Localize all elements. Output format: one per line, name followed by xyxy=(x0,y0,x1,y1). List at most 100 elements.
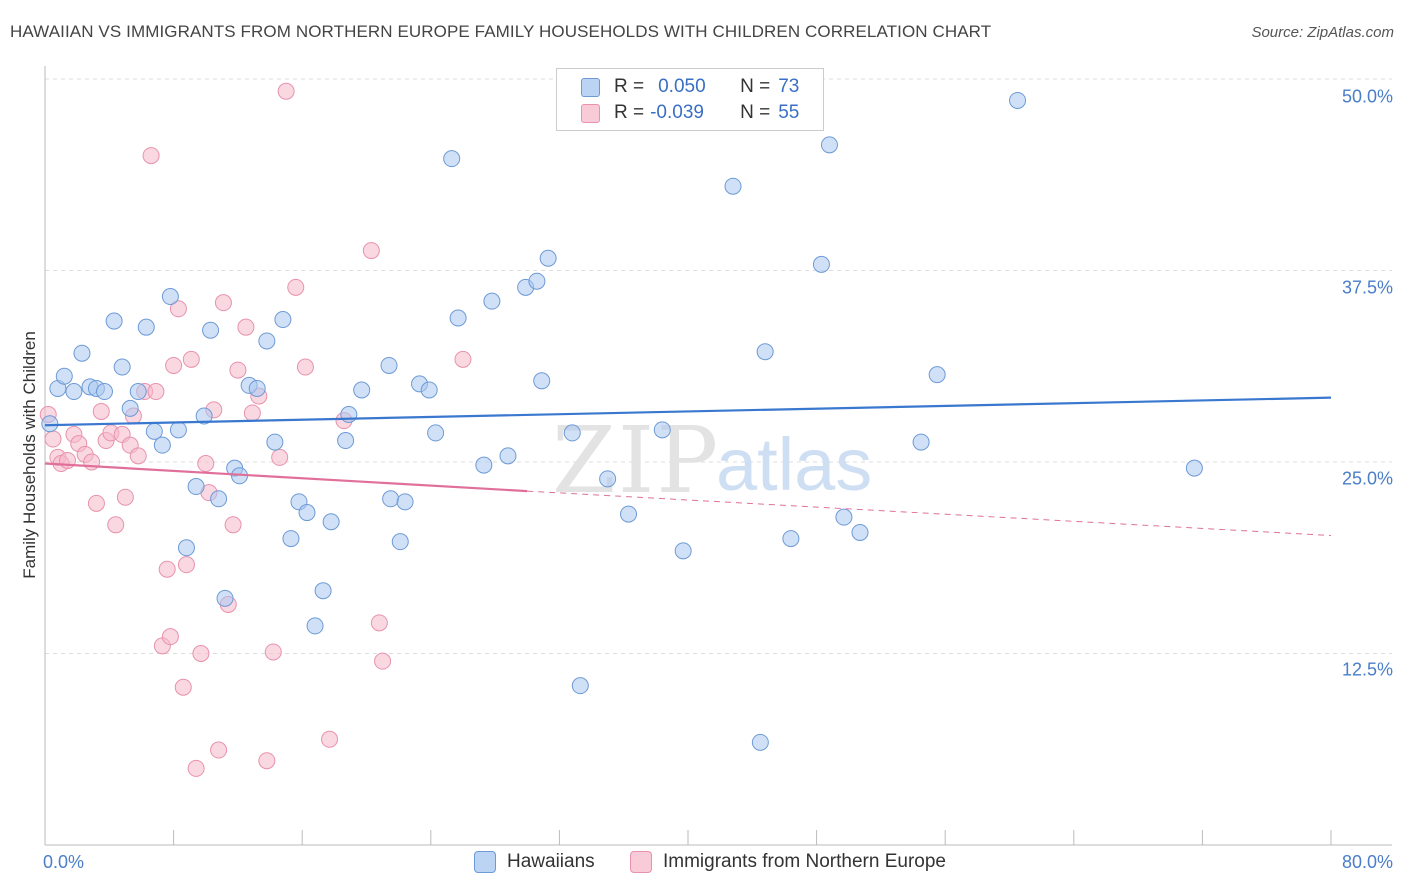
data-point-hawaiians xyxy=(380,356,398,374)
watermark-zip: ZIP xyxy=(552,407,720,514)
y-tick-label: 12.5% xyxy=(1341,659,1393,680)
data-point-immigrants xyxy=(161,628,179,646)
data-point-immigrants xyxy=(258,752,276,770)
x-tick-label-max: 80.0% xyxy=(1341,852,1393,872)
data-point-immigrants xyxy=(92,402,110,420)
data-point-immigrants xyxy=(237,318,255,336)
data-point-hawaiians xyxy=(274,311,292,329)
data-point-hawaiians xyxy=(169,421,187,439)
legend-r-value: 0.050 xyxy=(658,76,706,97)
data-point-hawaiians xyxy=(443,150,461,168)
legend-r-label: R = xyxy=(614,76,645,97)
data-point-immigrants xyxy=(44,430,62,448)
chart-title: HAWAIIAN VS IMMIGRANTS FROM NORTHERN EUR… xyxy=(10,22,992,41)
data-point-hawaiians xyxy=(202,321,220,339)
data-point-hawaiians xyxy=(820,136,838,154)
data-point-hawaiians xyxy=(499,447,517,465)
y-tick-label: 50.0% xyxy=(1341,86,1393,107)
data-point-immigrants xyxy=(287,278,305,296)
data-point-hawaiians xyxy=(533,372,551,390)
series-immigrants-points xyxy=(39,82,472,777)
trend-line-immigrants xyxy=(44,462,528,493)
data-point-immigrants xyxy=(224,516,242,534)
legend-swatch-pink xyxy=(630,851,652,873)
data-point-hawaiians xyxy=(195,407,213,425)
data-point-hawaiians xyxy=(674,542,692,560)
legend-swatch-blue xyxy=(474,851,496,873)
data-point-hawaiians xyxy=(1009,91,1027,109)
data-point-immigrants xyxy=(214,294,232,312)
data-point-hawaiians xyxy=(751,733,769,751)
legend-swatch-blue xyxy=(581,77,600,97)
data-point-hawaiians xyxy=(653,421,671,439)
data-point-hawaiians xyxy=(248,379,266,397)
data-point-hawaiians xyxy=(420,381,438,399)
series-legend: Hawaiians Immigrants from Northern Europ… xyxy=(0,851,1406,877)
y-tick-label: 25.0% xyxy=(1341,468,1393,489)
data-point-hawaiians xyxy=(353,381,371,399)
data-point-immigrants xyxy=(296,358,314,376)
data-point-hawaiians xyxy=(282,530,300,548)
data-point-immigrants xyxy=(107,516,125,534)
data-point-immigrants xyxy=(187,759,205,777)
data-point-immigrants xyxy=(192,645,210,662)
data-point-immigrants xyxy=(177,556,195,574)
data-point-hawaiians xyxy=(298,504,316,522)
data-point-hawaiians xyxy=(41,415,59,433)
series-hawaiians-points xyxy=(41,91,1203,751)
data-point-hawaiians xyxy=(258,332,276,350)
data-point-immigrants xyxy=(182,350,200,368)
data-point-immigrants xyxy=(87,494,105,512)
data-point-hawaiians xyxy=(187,478,205,496)
data-point-hawaiians xyxy=(153,436,171,454)
watermark: ZIP atlas xyxy=(552,407,872,514)
y-axis-label: Family Households with Children xyxy=(20,331,39,579)
legend-label-hawaiians: Hawaiians xyxy=(507,851,595,872)
data-point-hawaiians xyxy=(73,344,91,362)
data-point-hawaiians xyxy=(337,432,355,450)
trend-line-hawaiians xyxy=(44,396,1332,427)
data-point-hawaiians xyxy=(177,539,195,557)
data-point-hawaiians xyxy=(571,677,589,695)
y-tick-label: 37.5% xyxy=(1341,277,1393,298)
source-label: Source: ZipAtlas.com xyxy=(1251,24,1394,41)
trend-lines xyxy=(44,396,1332,537)
data-point-hawaiians xyxy=(756,343,774,361)
data-point-hawaiians xyxy=(105,312,123,330)
data-point-hawaiians xyxy=(145,422,163,440)
data-point-hawaiians xyxy=(812,255,830,273)
correlation-legend: R = 0.050 N = 73 R = -0.039 N = 55 xyxy=(556,68,824,131)
data-point-hawaiians xyxy=(427,424,445,442)
data-point-hawaiians xyxy=(483,292,501,310)
data-point-hawaiians xyxy=(599,470,617,488)
legend-label-immigrants: Immigrants from Northern Europe xyxy=(663,851,946,872)
data-point-hawaiians xyxy=(340,406,358,424)
data-point-hawaiians xyxy=(563,424,581,442)
data-point-immigrants xyxy=(277,82,295,100)
data-point-hawaiians xyxy=(528,272,546,290)
data-point-immigrants xyxy=(129,447,147,465)
data-point-immigrants xyxy=(374,652,392,670)
data-point-immigrants xyxy=(197,455,215,473)
legend-row-immigrants: R = -0.039 N = 55 xyxy=(581,101,799,125)
data-point-hawaiians xyxy=(65,383,83,401)
data-point-hawaiians xyxy=(314,582,332,600)
data-point-immigrants xyxy=(169,300,187,318)
data-point-hawaiians xyxy=(129,383,147,401)
legend-n-label: N = xyxy=(740,76,771,97)
legend-row-hawaiians: R = 0.050 N = 73 xyxy=(581,75,799,99)
x-tick-label-min: 0.0% xyxy=(43,852,85,872)
data-point-hawaiians xyxy=(475,456,493,474)
data-point-hawaiians xyxy=(382,490,400,508)
data-point-hawaiians xyxy=(835,508,853,526)
legend-n-value: 55 xyxy=(778,102,800,123)
data-point-immigrants xyxy=(165,356,183,374)
data-point-hawaiians xyxy=(912,433,930,451)
data-point-hawaiians xyxy=(449,309,467,327)
watermark-atlas: atlas xyxy=(716,423,872,506)
data-point-hawaiians xyxy=(161,288,179,306)
data-point-hawaiians xyxy=(210,490,228,508)
data-point-immigrants xyxy=(264,643,282,661)
data-point-hawaiians xyxy=(113,358,131,376)
